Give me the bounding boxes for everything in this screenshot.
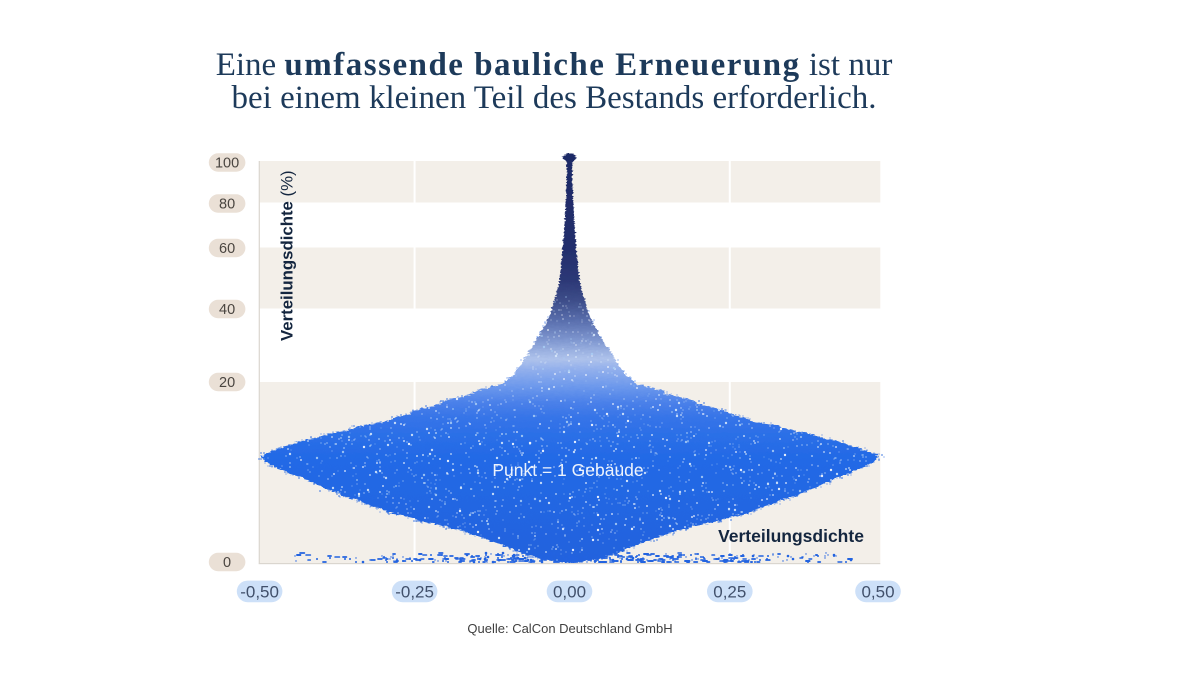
svg-text:Verteilungsdichte (%): Verteilungsdichte (%) (278, 170, 297, 341)
svg-text:100: 100 (215, 156, 239, 172)
svg-text:0,25: 0,25 (713, 583, 746, 602)
svg-text:-0,25: -0,25 (395, 583, 434, 602)
svg-text:Verteilungsdichte: Verteilungsdichte (718, 526, 864, 546)
svg-text:Punkt = 1 Gebäude: Punkt = 1 Gebäude (492, 460, 643, 480)
svg-text:-0,50: -0,50 (240, 583, 279, 602)
svg-text:0: 0 (223, 555, 231, 571)
svg-text:40: 40 (219, 302, 235, 318)
svg-text:Quelle: CalCon Deutschland Gmb: Quelle: CalCon Deutschland GmbH (467, 621, 672, 636)
svg-text:80: 80 (219, 197, 235, 213)
svg-text:60: 60 (219, 241, 235, 257)
svg-text:0,00: 0,00 (553, 583, 586, 602)
svg-text:0,50: 0,50 (861, 583, 894, 602)
svg-text:20: 20 (219, 375, 235, 391)
